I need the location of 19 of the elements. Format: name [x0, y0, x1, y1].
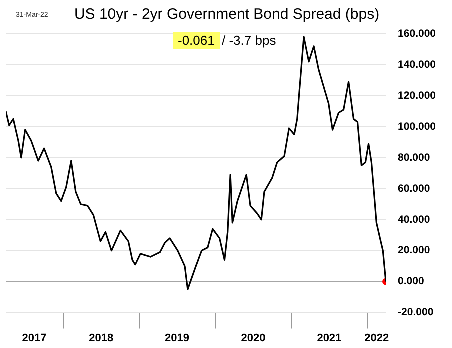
- y-tick-label: 20.000: [398, 244, 430, 257]
- annotation: -0.061: [173, 32, 220, 49]
- y-tick-label: 40.000: [398, 214, 430, 226]
- y-tick-label: 60.000: [398, 182, 430, 195]
- y-tick-label: 80.000: [398, 152, 430, 164]
- y-tick-label: 120.000: [398, 90, 436, 102]
- y-tick-label: 0.000: [398, 276, 424, 288]
- x-tick-label: 2017: [22, 332, 47, 344]
- x-tick-label: 2021: [317, 332, 342, 344]
- x-tick-label: 2020: [241, 332, 266, 344]
- annotation: / -3.7 bps: [222, 33, 276, 48]
- y-tick-label: 100.000: [398, 120, 436, 133]
- x-tick-label: 2018: [89, 332, 114, 344]
- x-tick-label: 2022: [364, 332, 390, 344]
- x-tick-label: 2019: [165, 332, 190, 344]
- y-tick-label: 140.000: [398, 58, 436, 71]
- y-tick-label: 160.000: [398, 28, 436, 40]
- chart-title: US 10yr - 2yr Government Bond Spread (bps): [74, 6, 380, 24]
- y-tick-label: -20.000: [398, 306, 434, 319]
